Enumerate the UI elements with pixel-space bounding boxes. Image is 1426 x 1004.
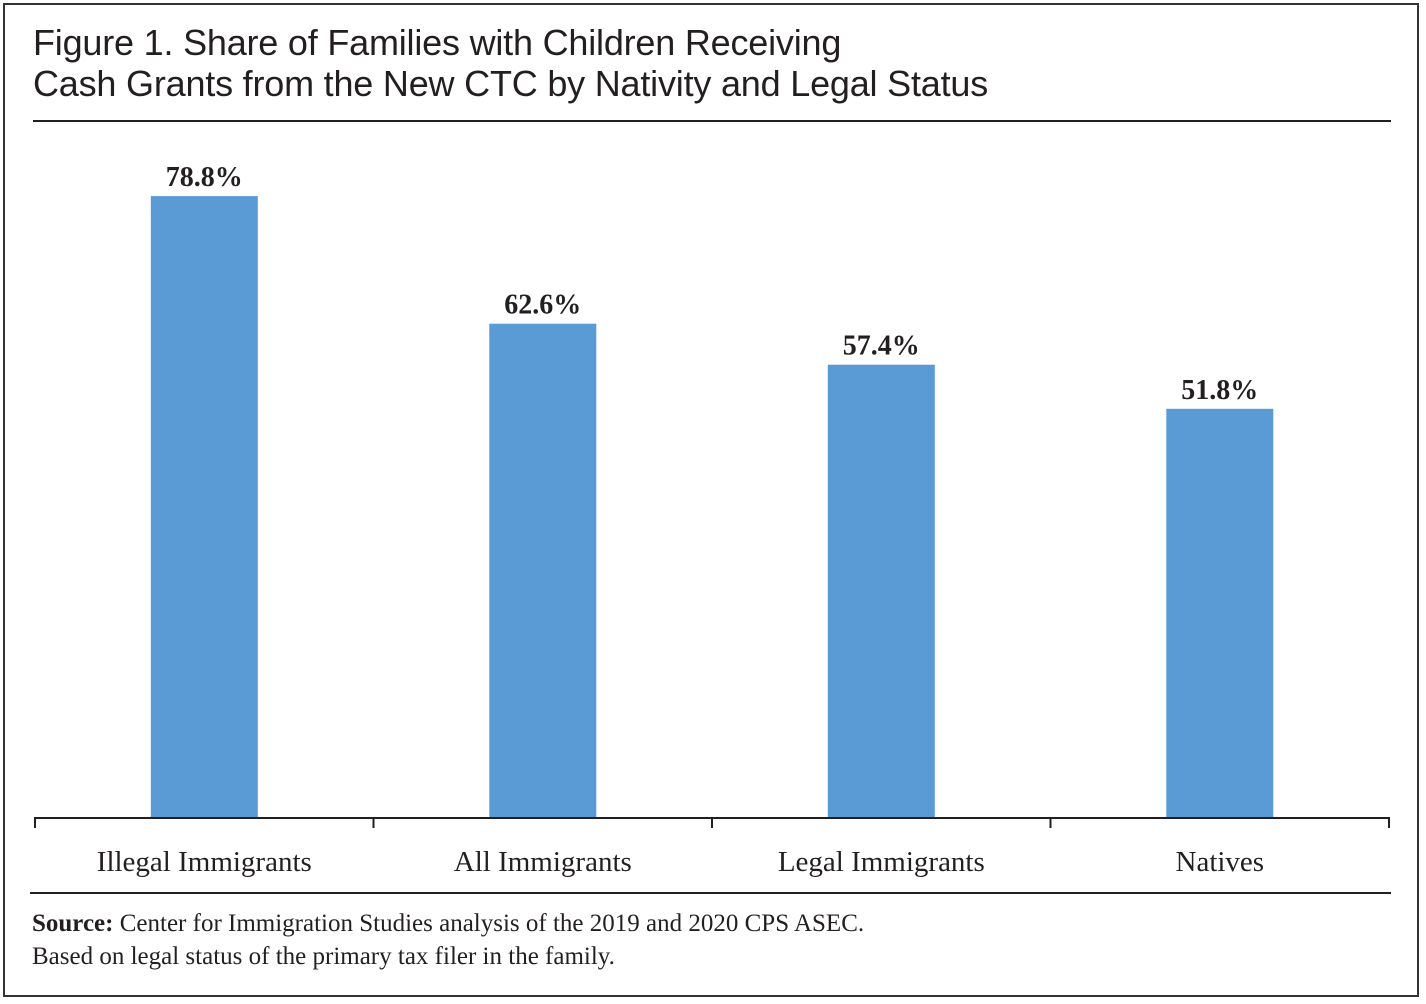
data-label: 57.4% [843,331,920,362]
bar-all-immigrants [489,323,597,817]
footer-divider [30,892,1391,894]
data-label: 62.6% [504,290,581,321]
bar-natives [1166,408,1274,817]
bar-illegal-immigrants [150,196,258,818]
methodology-note: Based on legal status of the primary tax… [32,943,615,970]
chart-title-line-1: Figure 1. Share of Families with Childre… [33,22,842,63]
x-tick-label: All Immigrants [454,846,632,878]
source-line: Source: Center for Immigration Studies a… [32,907,864,940]
chart-title: Figure 1. Share of Families with Childre… [33,22,1373,104]
data-label: 51.8% [1181,375,1258,406]
source-label: Source: [32,910,114,937]
source-note: Source: Center for Immigration Studies a… [32,907,864,973]
data-label: 78.8% [166,162,243,193]
x-tick-label: Legal Immigrants [778,846,985,878]
chart-title-line-2: Cash Grants from the New CTC by Nativity… [33,63,988,104]
source-text: Center for Immigration Studies analysis … [113,910,865,937]
bar-legal-immigrants [827,364,935,817]
title-divider [33,120,1391,122]
x-tick-label: Illegal Immigrants [97,846,312,878]
x-tick-label: Natives [1176,846,1265,878]
